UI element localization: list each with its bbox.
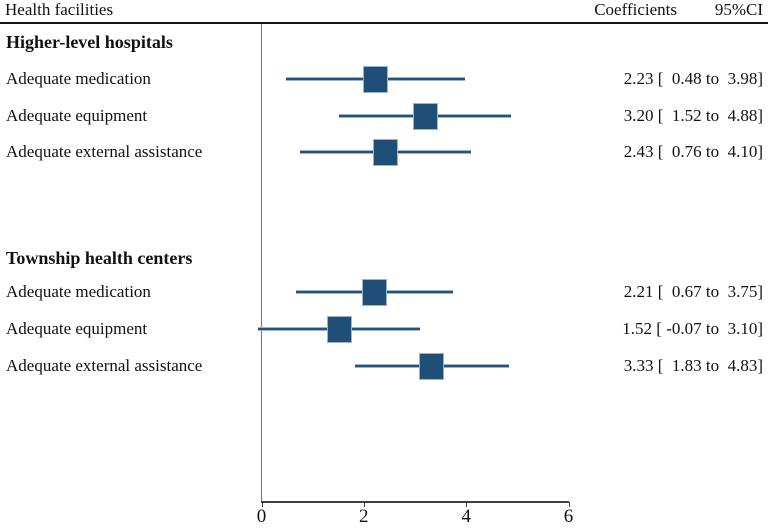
row-label: Adequate medication [6, 282, 151, 301]
x-axis-tick [261, 502, 263, 507]
x-axis-line [261, 501, 569, 503]
column-header-health-facilities: Health facilities [5, 0, 114, 19]
forest-marker [374, 139, 398, 165]
x-axis-tick-label: 6 [563, 506, 574, 527]
coefficient-ci-value: 3.20 [ 1.52 to 4.88] [623, 106, 763, 125]
group-header: Township health centers [6, 248, 193, 268]
column-header-95ci: 95%CI [714, 0, 763, 19]
group-header: Higher-level hospitals [6, 32, 173, 52]
row-label: Adequate equipment [6, 319, 148, 338]
coefficient-ci-value: 1.52 [ -0.07 to 3.10] [622, 319, 763, 338]
coefficient-ci-value: 2.21 [ 0.67 to 3.75] [623, 282, 763, 301]
forest-marker [364, 66, 388, 92]
x-axis-tick [363, 502, 365, 507]
x-axis-tick [568, 502, 570, 507]
column-header-coefficients: Coefficients [594, 0, 677, 19]
coefficient-ci-value: 2.23 [ 0.48 to 3.98] [623, 69, 763, 88]
forest-marker [420, 353, 444, 379]
x-axis-tick-label: 2 [359, 506, 369, 527]
row-label: Adequate medication [6, 69, 151, 88]
header-divider-line [0, 22, 768, 24]
coefficient-ci-value: 3.33 [ 1.83 to 4.83] [623, 356, 763, 375]
x-axis-tick [466, 502, 468, 507]
zero-reference-axis [261, 24, 262, 502]
row-label: Adequate equipment [6, 106, 148, 125]
row-label: Adequate external assistance [6, 142, 203, 161]
x-axis-tick-label: 4 [461, 506, 471, 527]
coefficient-ci-value: 2.43 [ 0.76 to 4.10] [623, 142, 763, 161]
row-label: Adequate external assistance [6, 356, 203, 375]
forest-marker [363, 279, 387, 305]
forest-marker [413, 103, 437, 129]
forest-marker [327, 316, 351, 342]
x-axis-tick-label: 0 [256, 506, 267, 527]
